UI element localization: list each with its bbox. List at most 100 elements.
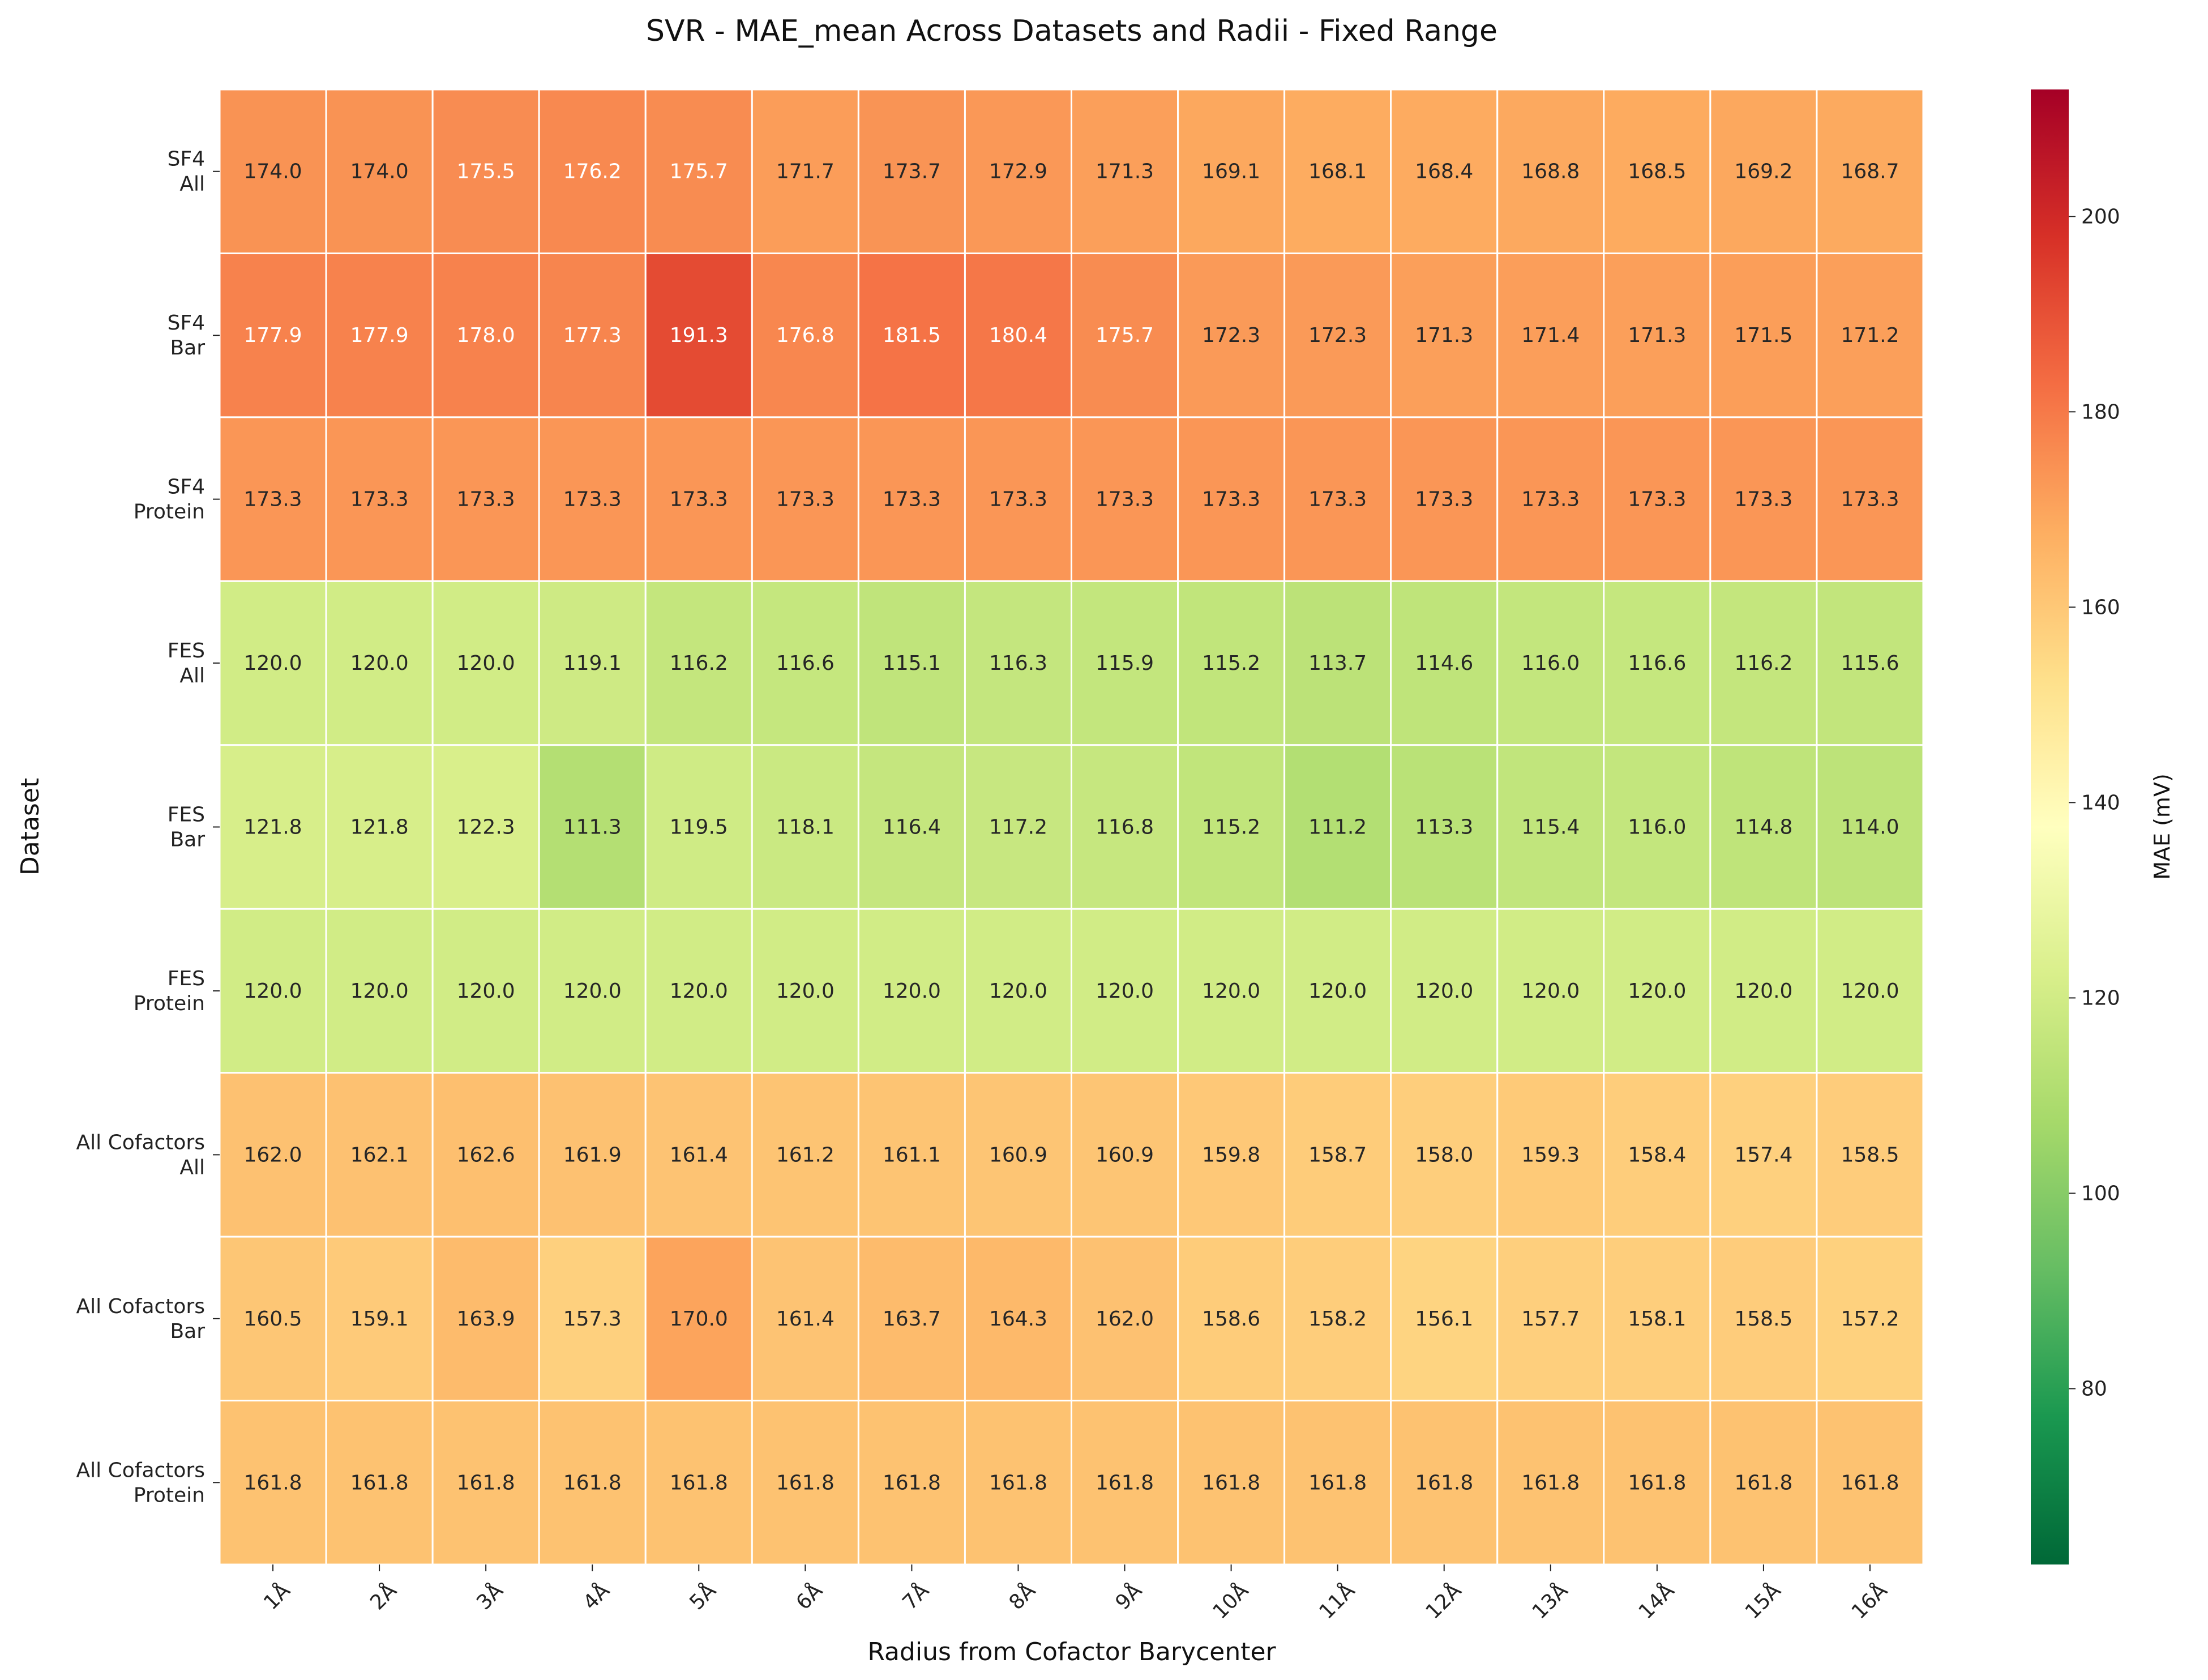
- cell-value-label: 159.3: [1521, 1143, 1580, 1166]
- heatmap-cell: [1390, 88, 1499, 254]
- heatmap-cell: [644, 580, 753, 746]
- cell-value-label: 168.1: [1308, 160, 1367, 183]
- heatmap-cell: [964, 580, 1072, 746]
- x-tick-label: 10Å: [1208, 1578, 1253, 1623]
- cell-value-label: 161.8: [989, 1471, 1047, 1494]
- x-tick-label: 14Å: [1633, 1578, 1679, 1623]
- cell-value-label: 161.8: [670, 1471, 728, 1494]
- cell-value-label: 178.0: [457, 324, 515, 347]
- cell-value-label: 173.3: [989, 488, 1047, 511]
- heatmap-cell: [219, 88, 327, 254]
- cell-value-label: 120.0: [1308, 980, 1367, 1003]
- heatmap-cell: [1496, 252, 1605, 418]
- cell-value-label: 120.0: [1096, 980, 1154, 1003]
- colorbar-label: MAE (mV): [2150, 773, 2175, 880]
- colorbar-tick-label: 100: [2081, 1182, 2120, 1205]
- x-tick-label: 2Å: [365, 1578, 401, 1614]
- cell-value-label: 170.0: [670, 1307, 728, 1331]
- heatmap-cell: [1071, 1236, 1179, 1402]
- heatmap-cell: [1071, 744, 1179, 910]
- heatmap-cell: [219, 1400, 327, 1566]
- heatmap-cell: [1709, 1072, 1818, 1238]
- cell-value-label: 177.9: [244, 324, 302, 347]
- cell-value-label: 116.3: [989, 652, 1047, 675]
- cell-value-label: 161.8: [776, 1471, 835, 1494]
- cell-value-label: 173.3: [1841, 488, 1899, 511]
- cell-value-label: 120.0: [350, 980, 409, 1003]
- heatmap-cell: [857, 1236, 966, 1402]
- heatmap-cell: [1071, 1072, 1179, 1238]
- cell-value-label: 181.5: [883, 324, 941, 347]
- cell-value-label: 168.8: [1521, 160, 1580, 183]
- cell-value-label: 173.3: [670, 488, 728, 511]
- cell-value-label: 116.0: [1521, 652, 1580, 675]
- cell-value-label: 173.3: [1521, 488, 1580, 511]
- cell-value-label: 161.4: [776, 1307, 835, 1331]
- heatmap-cell: [964, 908, 1072, 1074]
- cell-value-label: 180.4: [989, 324, 1047, 347]
- cell-value-label: 171.3: [1628, 324, 1686, 347]
- y-tick-label: FES All: [168, 639, 205, 687]
- x-tick-label: 7Å: [897, 1578, 934, 1614]
- heatmap-cell: [1709, 1400, 1818, 1566]
- cell-value-label: 174.0: [350, 160, 409, 183]
- heatmap-cell: [751, 252, 859, 418]
- cell-value-label: 163.7: [883, 1307, 941, 1331]
- heatmap-cell: [751, 1236, 859, 1402]
- cell-value-label: 173.3: [1202, 488, 1260, 511]
- cell-value-label: 161.8: [1202, 1471, 1260, 1494]
- cell-value-label: 173.3: [776, 488, 835, 511]
- heatmap-cell: [325, 1400, 434, 1566]
- cell-value-label: 173.3: [1734, 488, 1792, 511]
- cell-value-labels: 174.0 174.0 175.5 176.2 175.7 171.7 173.7 172.9…: [244, 160, 1899, 1495]
- x-axis-ticks: 1Å 2Å 3Å 4Å 5Å 6Å 7Å 8Å 9Å 10Å 11Å 12Å 13Å 14Å 15Å 16Å: [259, 1564, 1892, 1624]
- heatmap-cell: [1603, 1400, 1711, 1566]
- heatmap-cell: [1283, 908, 1392, 1074]
- heatmap-cell: [751, 416, 859, 582]
- cell-value-label: 111.3: [563, 816, 622, 839]
- heatmap-cell: [1816, 1400, 1924, 1566]
- cell-value-label: 120.0: [457, 980, 515, 1003]
- cell-value-label: 162.0: [1096, 1307, 1154, 1331]
- cell-value-label: 161.8: [563, 1471, 622, 1494]
- cell-value-label: 172.3: [1202, 324, 1260, 347]
- cell-value-label: 118.1: [776, 816, 835, 839]
- x-tick-label: 16Å: [1847, 1578, 1892, 1623]
- heatmap-cell: [1603, 1072, 1711, 1238]
- cell-value-label: 157.2: [1841, 1307, 1899, 1331]
- cell-value-label: 161.4: [670, 1143, 728, 1166]
- cell-value-label: 157.4: [1734, 1143, 1792, 1166]
- cell-value-label: 120.0: [1415, 980, 1473, 1003]
- heatmap-cell: [751, 744, 859, 910]
- cell-value-label: 113.3: [1415, 816, 1473, 839]
- y-tick-label: SF4 Bar: [168, 311, 206, 360]
- heatmap-cell: [325, 1072, 434, 1238]
- cell-value-label: 119.1: [563, 652, 622, 675]
- cell-value-label: 156.1: [1415, 1307, 1473, 1331]
- heatmap-cell: [538, 908, 647, 1074]
- cell-value-label: 173.3: [1415, 488, 1473, 511]
- heatmap-cell: [325, 88, 434, 254]
- heatmap-cell: [1603, 744, 1711, 910]
- heatmap-cell: [751, 1400, 859, 1566]
- heatmap-cell: [857, 416, 966, 582]
- x-tick-label: 11Å: [1314, 1578, 1359, 1623]
- cell-value-label: 157.3: [563, 1307, 622, 1331]
- cell-value-label: 173.3: [457, 488, 515, 511]
- cell-value-label: 161.8: [1308, 1471, 1367, 1494]
- heatmap-cell: [1071, 252, 1179, 418]
- cell-value-label: 173.3: [350, 488, 409, 511]
- cell-value-label: 120.0: [244, 980, 302, 1003]
- y-tick-label: SF4 Protein: [134, 476, 205, 524]
- heatmap-cell: [751, 580, 859, 746]
- cell-value-label: 160.9: [989, 1143, 1047, 1166]
- x-tick-label: 4Å: [578, 1578, 614, 1614]
- heatmap-cell: [538, 1236, 647, 1402]
- x-tick-label: 9Å: [1110, 1578, 1146, 1614]
- cell-value-label: 114.0: [1841, 816, 1899, 839]
- x-tick-label: 1Å: [259, 1578, 295, 1614]
- cell-value-label: 176.2: [563, 160, 622, 183]
- heatmap-cell: [219, 1072, 327, 1238]
- cell-value-label: 176.8: [776, 324, 835, 347]
